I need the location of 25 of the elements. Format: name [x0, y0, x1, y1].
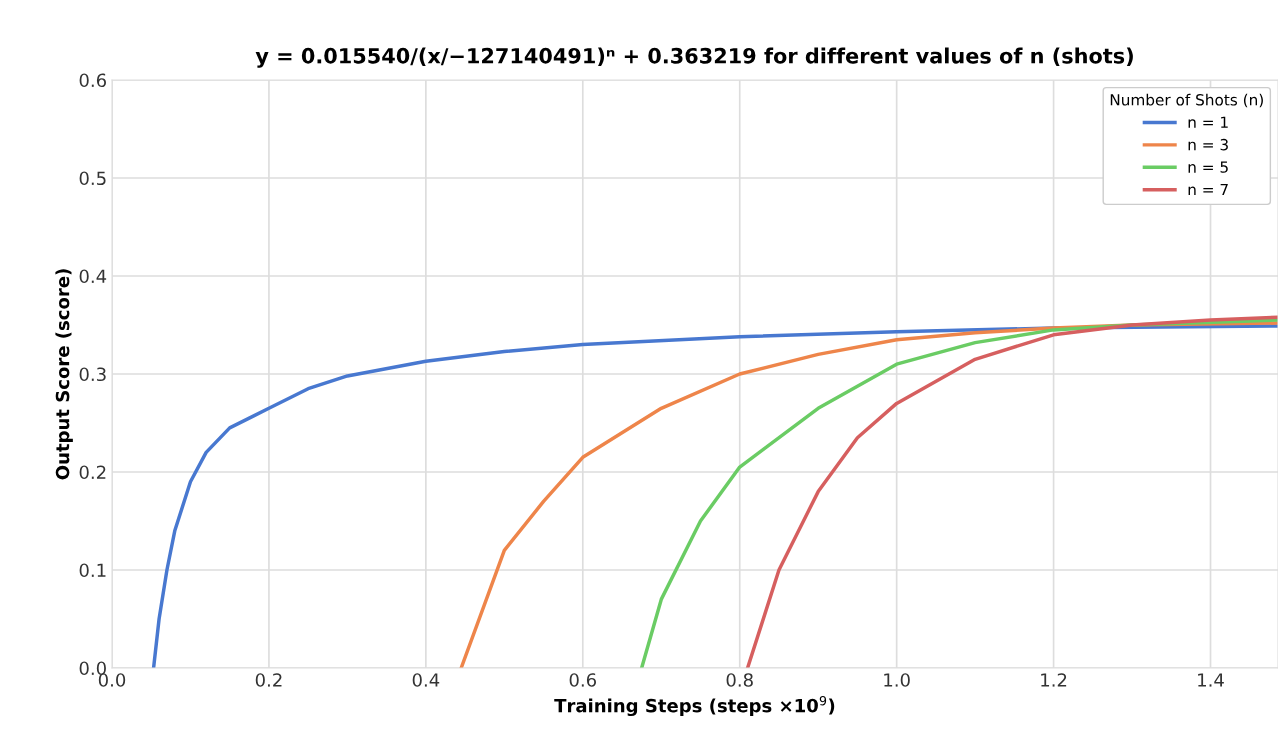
y-tick-label: 0.4: [79, 269, 107, 284]
chart-title: y = 0.015540/(x/−127140491)ⁿ + 0.363219 for different values of n (shots): [255, 47, 1133, 68]
x-tick-label: 0.0: [98, 673, 126, 687]
y-tick-label: 0.3: [79, 367, 106, 382]
y-axis-title: Output Score (score): [55, 269, 73, 480]
legend-label: n = 5: [1188, 161, 1228, 173]
x-tick-label: 1.0: [884, 673, 910, 687]
x-tick-label: 1.4: [1198, 673, 1224, 687]
legend-title: Number of Shots (n): [1110, 93, 1263, 108]
y-tick-label: 0.2: [79, 465, 106, 480]
y-tick-label: 0.6: [79, 73, 106, 88]
x-tick-label: 1.2: [1041, 673, 1067, 687]
y-tick-label: 0.0: [79, 661, 106, 676]
x-tick-label: 0.6: [569, 673, 597, 687]
legend-label: n = 3: [1188, 138, 1228, 151]
x-tick-label: 0.4: [412, 673, 440, 687]
legend-label: n = 7: [1188, 183, 1228, 196]
line-series: [745, 315, 1278, 668]
legend-label: n = 1: [1188, 116, 1228, 128]
x-axis-title: Training Steps (steps ×10$^{9}$): [554, 695, 835, 717]
x-tick-label: 0.2: [255, 673, 282, 687]
x-tick-label: 0.8: [726, 673, 753, 687]
y-tick-label: 0.1: [79, 563, 106, 578]
line-series: [151, 324, 1278, 668]
y-tick-label: 0.5: [79, 171, 106, 186]
